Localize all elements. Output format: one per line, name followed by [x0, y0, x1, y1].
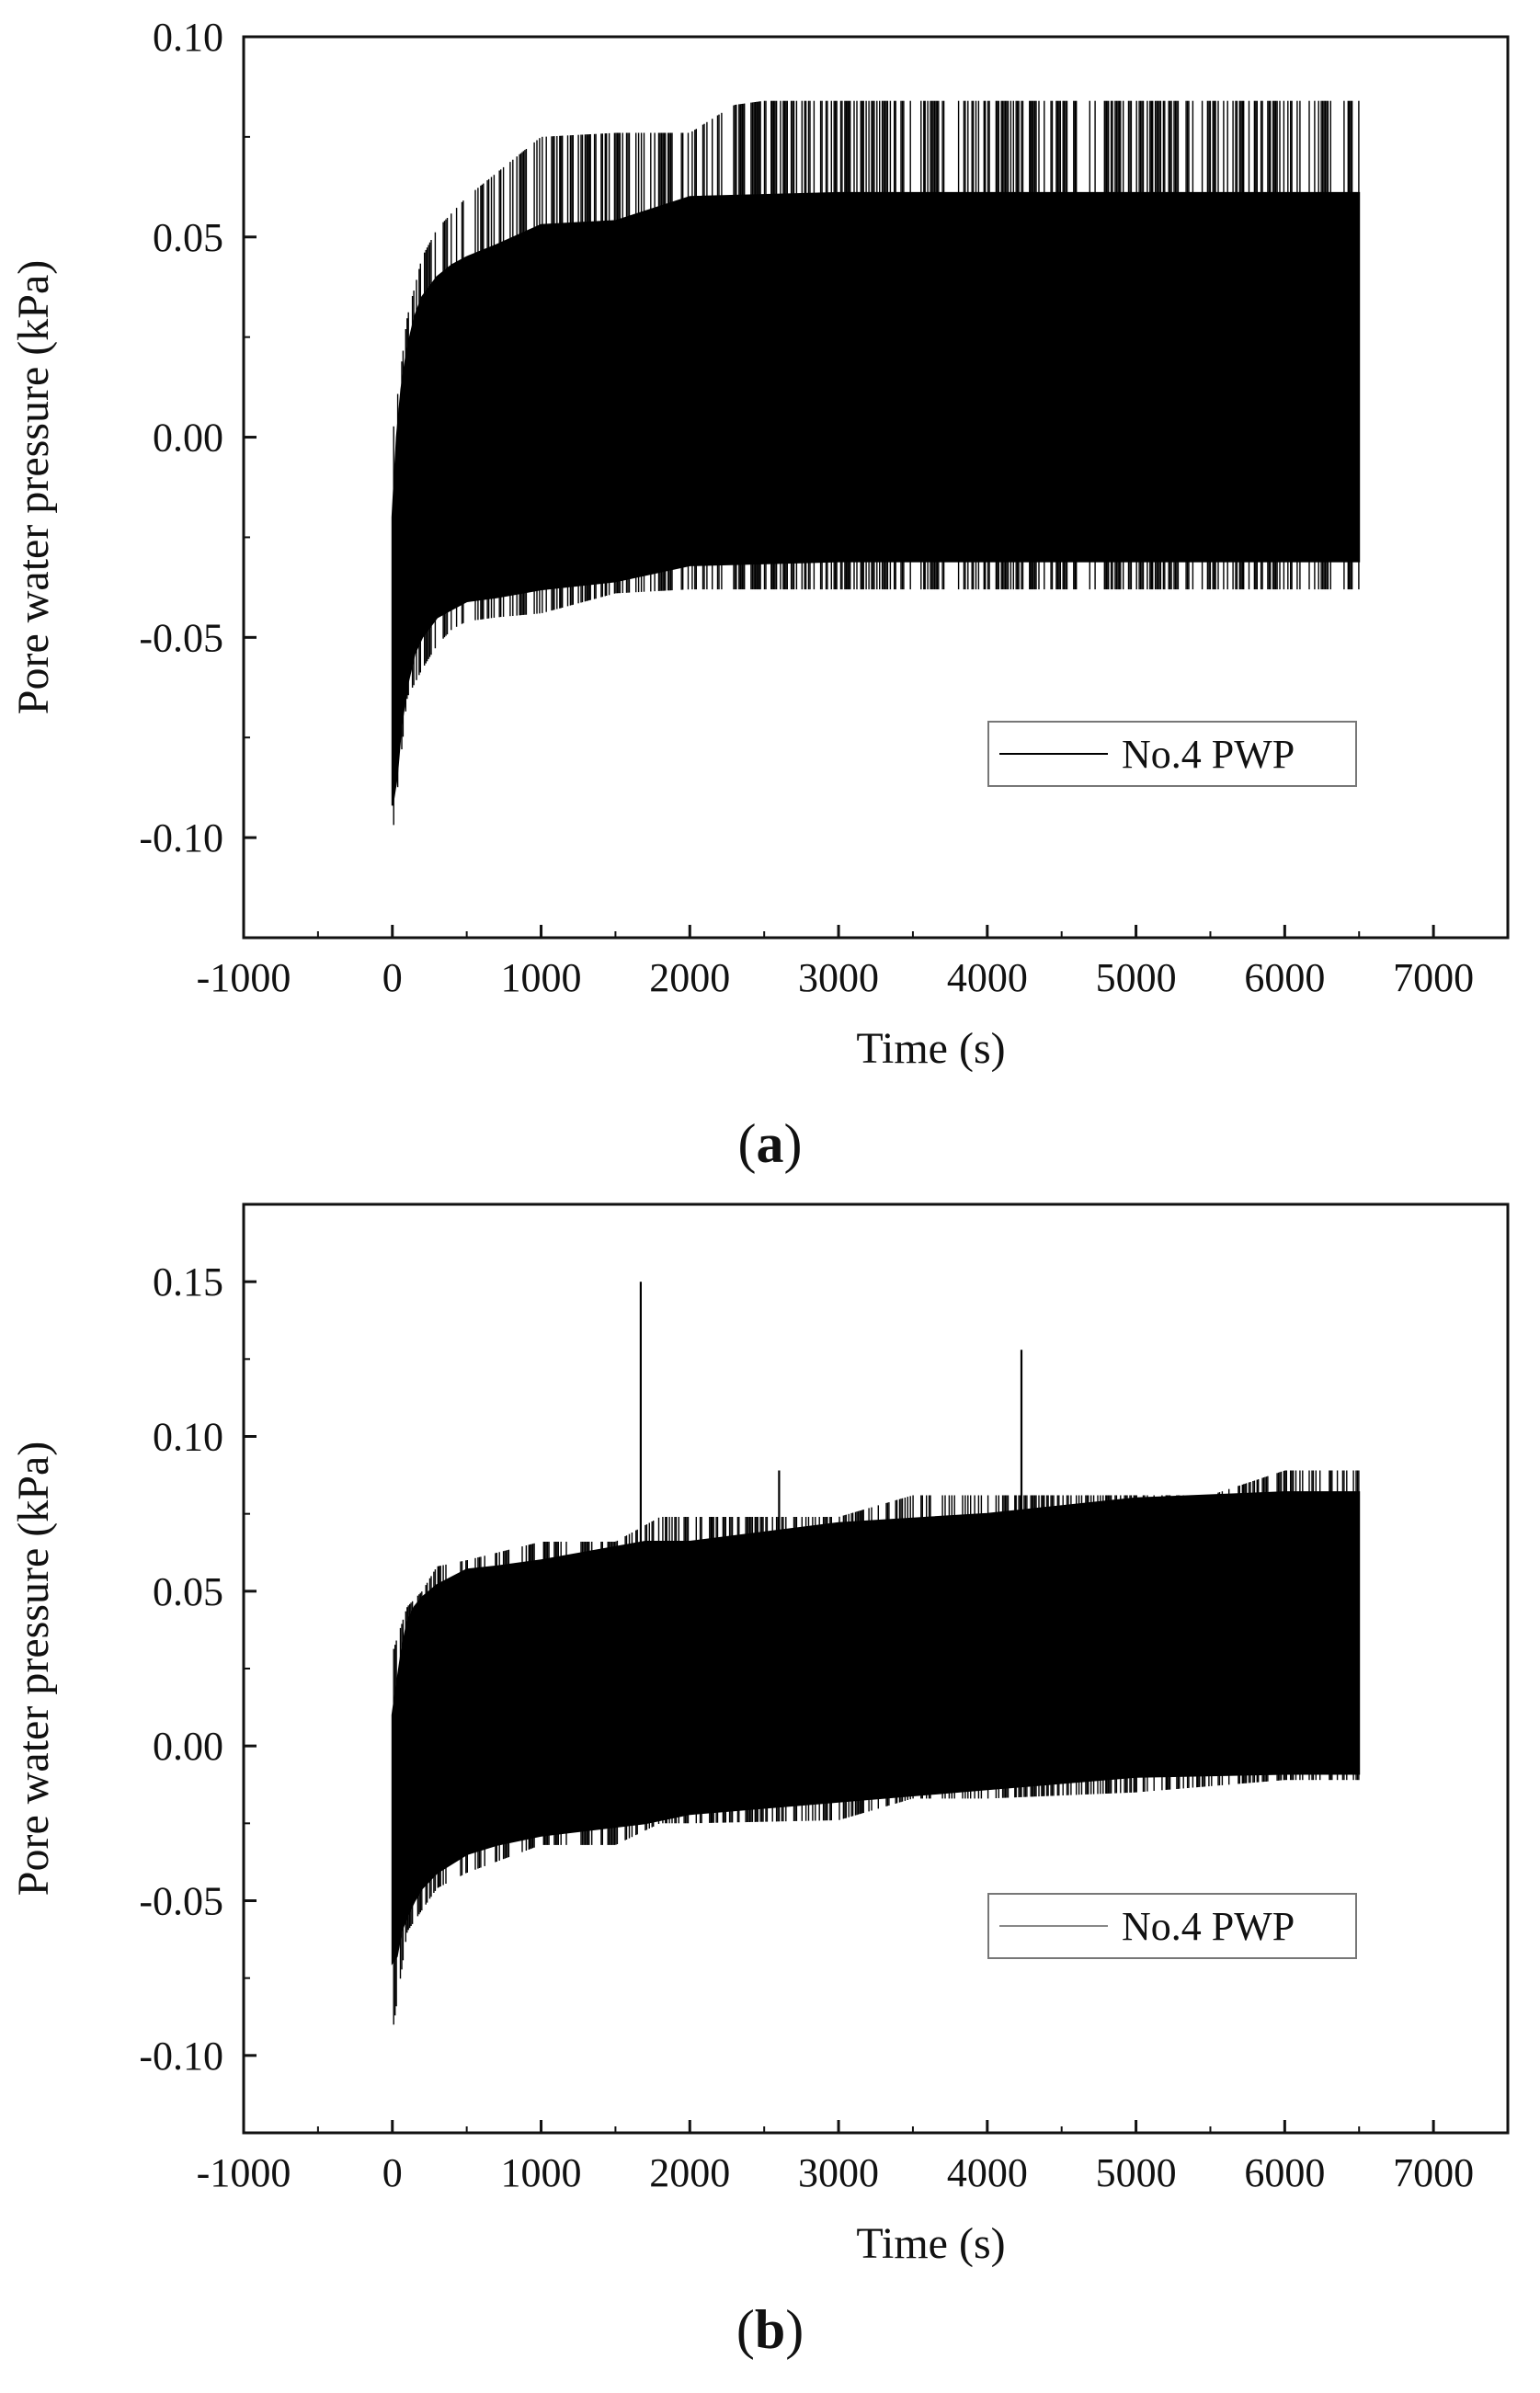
y-axis-label-b: Pore water pressure (kPa) — [9, 1441, 58, 1896]
x-tick-label-a: 3000 — [798, 955, 879, 1000]
legend-label-b: No.4 PWP — [1122, 1904, 1295, 1949]
y-axis-a: -0.10 -0.05 0.00 0.05 0.10 — [139, 15, 257, 860]
y-tick-label-b: 0.15 — [153, 1259, 223, 1305]
x-tick-label-a: 0 — [382, 955, 403, 1000]
series-spikes-b — [393, 1282, 1360, 2025]
chart-panel-a: -1000 0 1000 2000 3000 4000 5000 6000 7000-0.10-… — [9, 15, 1510, 1073]
x-tick-label-a: 1000 — [501, 955, 582, 1000]
panel-label-b: (b) — [736, 2299, 804, 2360]
legend-b: No.4 PWP — [987, 1893, 1357, 1959]
x-tick-label-b: 0 — [382, 2150, 403, 2195]
y-tick-label-a: 0.05 — [153, 215, 223, 260]
x-tick-label-a: 6000 — [1244, 955, 1325, 1000]
x-tick-label-a: -1000 — [197, 955, 291, 1000]
y-tick-label-b: 0.05 — [153, 1569, 223, 1614]
series-band-a — [391, 191, 1361, 806]
x-tick-label-b: 7000 — [1393, 2150, 1474, 2195]
y-tick-label-a: 0.00 — [153, 416, 223, 461]
x-tick-label-b: 1000 — [501, 2150, 582, 2195]
y-tick-label-a: 0.10 — [153, 15, 223, 60]
y-tick-label-a: -0.10 — [139, 815, 223, 860]
chart-panel-b: -1000 0 1000 2000 3000 4000 5000 6000 7000-0.10-… — [9, 1202, 1510, 2268]
panel-label-a-letter: a — [756, 1113, 784, 1174]
x-tick-label-b: 3000 — [798, 2150, 879, 2195]
y-axis-b: -0.10 -0.05 0.00 0.05 0.10 0.15 — [139, 1259, 257, 2079]
x-tick-label-b: -1000 — [197, 2150, 291, 2195]
series-band-b — [391, 1491, 1361, 1966]
x-axis-label-b: Time (s) — [856, 2219, 1005, 2268]
y-tick-label-a: -0.05 — [139, 615, 223, 660]
y-tick-label-b: 0.10 — [153, 1415, 223, 1460]
panel-label-a: (a) — [737, 1113, 803, 1174]
x-tick-label-b: 5000 — [1096, 2150, 1177, 2195]
y-axis-label-a: Pore water pressure (kPa) — [9, 260, 58, 714]
y-tick-label-b: 0.00 — [153, 1724, 223, 1769]
legend-a: No.4 PWP — [987, 721, 1357, 787]
x-axis-label-a: Time (s) — [856, 1024, 1005, 1073]
x-tick-label-b: 2000 — [649, 2150, 730, 2195]
x-tick-label-a: 5000 — [1096, 955, 1177, 1000]
x-axis-a: -1000 0 1000 2000 3000 4000 5000 6000 7000 — [197, 925, 1474, 1000]
x-tick-label-a: 2000 — [649, 955, 730, 1000]
x-tick-label-a: 7000 — [1393, 955, 1474, 1000]
panel-label-b-letter: b — [754, 2299, 786, 2360]
y-tick-label-b: -0.10 — [139, 2034, 223, 2079]
y-tick-label-b: -0.05 — [139, 1879, 223, 1924]
x-tick-label-b: 6000 — [1244, 2150, 1325, 2195]
legend-label-a: No.4 PWP — [1122, 732, 1295, 777]
x-axis-b: -1000 0 1000 2000 3000 4000 5000 6000 7000 — [197, 2120, 1474, 2195]
x-tick-label-b: 4000 — [947, 2150, 1028, 2195]
x-tick-label-a: 4000 — [947, 955, 1028, 1000]
plot-frame-a — [242, 35, 1510, 940]
series-spikes-a — [393, 100, 1360, 826]
